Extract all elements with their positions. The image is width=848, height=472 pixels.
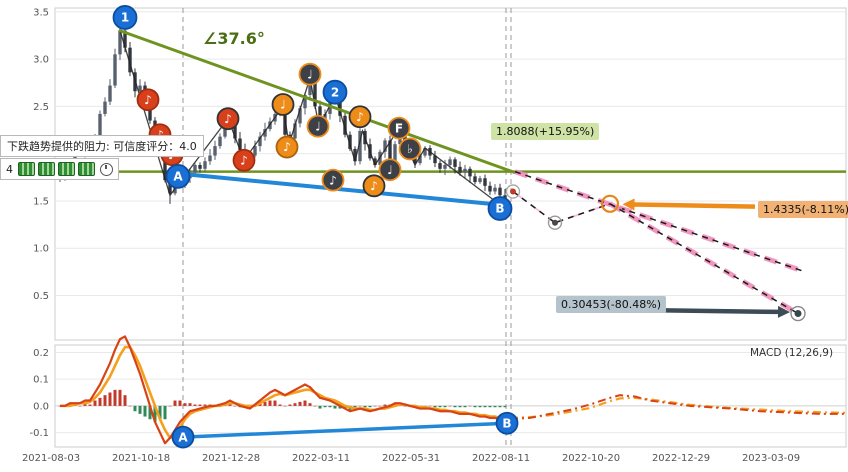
target-up-label[interactable]: 1.8088(+15.95%) xyxy=(491,123,600,140)
marker-F[interactable]: F xyxy=(387,116,411,140)
svg-text:B: B xyxy=(502,416,511,430)
pattern-thumbnail-icon[interactable] xyxy=(58,162,75,176)
macd-title: MACD (12,26,9) xyxy=(750,347,834,359)
svg-text:♪: ♪ xyxy=(224,112,232,126)
svg-text:♪: ♪ xyxy=(329,173,337,187)
price-tick-label: 0.5 xyxy=(33,291,49,302)
resistance-tooltip-text: 下跌趋势提供的阻力: 可信度评分：4.0 xyxy=(7,140,197,153)
svg-text:2: 2 xyxy=(331,85,339,99)
date-tick-label: 2022-05-31 xyxy=(382,453,440,464)
marker-♩[interactable]: ♩ xyxy=(378,158,402,182)
marker-B[interactable]: B xyxy=(487,196,513,221)
date-tick-label: 2023-03-09 xyxy=(742,453,800,464)
date-tick-label: 2022-12-29 xyxy=(652,453,710,464)
projection-point[interactable] xyxy=(505,184,521,199)
pattern-thumbnail-icon[interactable] xyxy=(38,162,55,176)
price-tick-label: 3.0 xyxy=(33,55,49,66)
projection-point[interactable] xyxy=(547,215,563,230)
marker-♪[interactable]: ♪ xyxy=(232,148,256,172)
macd-tick-label: 0.0 xyxy=(33,401,49,412)
target-mid-label[interactable]: 1.4335(-8.11%) xyxy=(758,201,848,218)
date-tick-label: 2021-12-28 xyxy=(202,453,260,464)
marker-2[interactable]: 2 xyxy=(322,79,348,105)
target-arrow-dark xyxy=(656,307,779,315)
history-clock-icon[interactable] xyxy=(100,162,113,176)
date-tick-label: 2021-10-18 xyxy=(112,453,170,464)
svg-text:♪: ♪ xyxy=(283,140,291,154)
svg-text:B: B xyxy=(495,202,504,216)
date-tick-label: 2022-10-20 xyxy=(562,453,620,464)
support-line-blue-macd[interactable] xyxy=(181,421,509,439)
target-arrow-dark-head xyxy=(777,305,790,318)
target-arrow-orange xyxy=(634,202,756,209)
price-tick-label: 1.0 xyxy=(33,244,49,255)
svg-text:♪: ♪ xyxy=(144,93,152,107)
marker-♭[interactable]: ♭ xyxy=(398,137,422,161)
trend-angle-label: ∠37.6° xyxy=(203,29,265,48)
dif-line xyxy=(60,335,505,445)
marker-♪[interactable]: ♪ xyxy=(136,88,160,112)
svg-text:1: 1 xyxy=(121,11,129,25)
projection-point[interactable] xyxy=(790,305,806,322)
projection-point[interactable] xyxy=(600,194,620,213)
marker-♪[interactable]: ♪ xyxy=(321,168,345,192)
target-down-label[interactable]: 0.30453(-80.48%) xyxy=(556,296,666,313)
marker-♪[interactable]: ♪ xyxy=(362,174,386,198)
svg-text:♭: ♭ xyxy=(407,142,413,156)
projection-point-dot xyxy=(552,219,558,226)
svg-text:♪: ♪ xyxy=(156,128,164,142)
pattern-legend[interactable]: 4 xyxy=(0,158,119,180)
projection-line-0 xyxy=(514,170,803,272)
svg-text:A: A xyxy=(178,430,188,444)
projection-point-dot xyxy=(510,188,516,195)
svg-text:♩: ♩ xyxy=(280,98,286,112)
pattern-count: 4 xyxy=(6,162,13,176)
svg-text:♩: ♩ xyxy=(315,119,321,133)
projection-line-1 xyxy=(609,203,799,315)
date-tick-label: 2022-08-11 xyxy=(472,453,530,464)
marker-♪[interactable]: ♪ xyxy=(275,135,299,159)
date-tick-label: 2021-08-03 xyxy=(22,453,80,464)
macd-tick-label: 0.1 xyxy=(33,375,49,386)
downtrend-line[interactable] xyxy=(118,29,517,175)
svg-text:♪: ♪ xyxy=(240,153,248,167)
marker-♪[interactable]: ♪ xyxy=(348,105,372,129)
pattern-thumbnail-icon[interactable] xyxy=(18,162,35,176)
svg-text:♩: ♩ xyxy=(387,163,393,177)
marker-♩[interactable]: ♩ xyxy=(271,93,295,116)
dif-projection xyxy=(509,394,845,421)
marker-A[interactable]: A xyxy=(165,163,191,189)
svg-text:♪: ♪ xyxy=(356,110,364,124)
price-tick-label: 2.5 xyxy=(33,102,49,113)
pattern-thumbnail-icon[interactable] xyxy=(78,162,95,176)
marker-♩[interactable]: ♩ xyxy=(306,114,330,138)
price-tick-label: 3.5 xyxy=(33,7,49,18)
projection-point-dot xyxy=(794,310,802,318)
marker-♪[interactable]: ♪ xyxy=(216,107,240,131)
target-arrow-orange-head xyxy=(622,198,635,211)
projection-line-2 xyxy=(512,190,611,224)
svg-text:A: A xyxy=(173,170,183,184)
macd-marker-B[interactable]: B xyxy=(495,411,519,435)
macd-tick-label: 0.2 xyxy=(33,348,49,359)
svg-text:♪: ♪ xyxy=(370,179,378,193)
date-tick-label: 2022-03-11 xyxy=(292,453,350,464)
resistance-tooltip: 下跌趋势提供的阻力: 可信度评分：4.0 xyxy=(0,135,204,157)
macd-tick-label: -0.1 xyxy=(29,428,49,439)
price-tick-label: 1.5 xyxy=(33,196,49,207)
macd-marker-A[interactable]: A xyxy=(171,425,195,449)
svg-text:F: F xyxy=(395,121,403,135)
marker-1[interactable]: 1 xyxy=(112,5,138,30)
svg-text:♩: ♩ xyxy=(307,67,313,81)
marker-♩[interactable]: ♩ xyxy=(298,62,322,86)
